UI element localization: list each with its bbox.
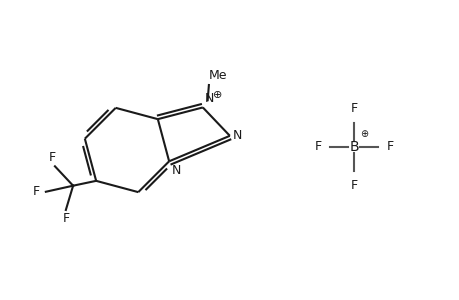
- Text: ⊕: ⊕: [359, 129, 367, 139]
- Text: B: B: [349, 140, 358, 154]
- Text: N: N: [232, 129, 242, 142]
- Text: F: F: [49, 151, 56, 164]
- Text: F: F: [350, 179, 357, 192]
- Text: N: N: [204, 92, 213, 105]
- Text: F: F: [350, 102, 357, 115]
- Text: N: N: [171, 164, 180, 177]
- Text: F: F: [386, 140, 393, 154]
- Text: F: F: [33, 185, 40, 198]
- Text: ⊕: ⊕: [212, 90, 222, 100]
- Text: Me: Me: [208, 69, 227, 82]
- Text: F: F: [313, 140, 321, 154]
- Text: F: F: [62, 212, 69, 225]
